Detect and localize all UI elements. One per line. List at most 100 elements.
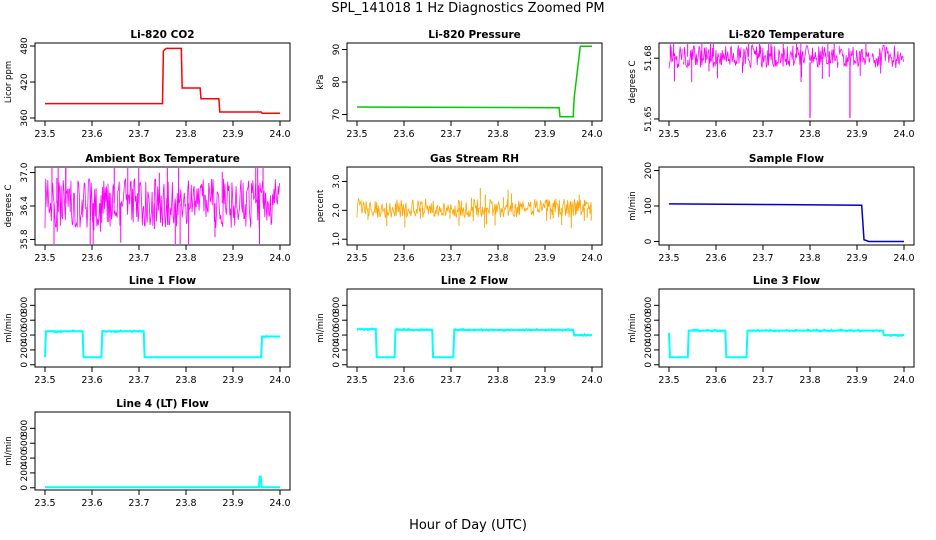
panel-title: Sample Flow xyxy=(749,153,824,165)
x-tick-label: 23.9 xyxy=(222,129,243,140)
y-tick-label: 600 xyxy=(20,434,30,451)
series-line xyxy=(45,47,280,114)
x-tick-label: 24.0 xyxy=(581,129,602,140)
y-tick-label: 51.65 xyxy=(644,106,654,132)
series-noise xyxy=(747,328,883,333)
x-tick-label: 24.0 xyxy=(269,253,290,264)
x-tick-label: 23.7 xyxy=(128,129,149,140)
series-line xyxy=(356,45,592,118)
panel-6: Sample Flow 23.5 23.6 23.7 23.8 23.9 24.0 0 100 2… xyxy=(628,153,915,264)
panel-title: Line 3 Flow xyxy=(753,275,820,287)
panel-title: Gas Stream RH xyxy=(430,153,519,165)
y-axis-label: degrees C xyxy=(4,185,14,228)
x-tick-label: 23.8 xyxy=(175,129,196,140)
x-tick-label: 23.9 xyxy=(534,253,555,264)
x-tick-label: 24.0 xyxy=(269,375,290,386)
figure-title: SPL_141018 1 Hz Diagnostics Zoomed PM xyxy=(331,1,605,16)
plot-frame xyxy=(34,288,291,368)
plot-frame xyxy=(346,166,603,246)
x-tick-label: 23.7 xyxy=(128,253,149,264)
panel-title: Line 2 Flow xyxy=(441,275,508,287)
series-noise xyxy=(883,333,904,338)
plot-frame xyxy=(658,166,915,246)
series-line xyxy=(668,329,904,359)
y-tick-label: 600 xyxy=(20,311,30,328)
x-tick-label: 23.9 xyxy=(222,253,243,264)
plot-area xyxy=(668,328,904,359)
x-tick-label: 23.8 xyxy=(799,129,820,140)
y-tick-label: 0 xyxy=(20,485,30,491)
panel-4: Ambient Box Temperature 23.5 23.6 23.7 23.8 2… xyxy=(4,153,291,264)
plot-frame xyxy=(34,411,291,491)
x-tick-label: 23.6 xyxy=(393,129,414,140)
x-tick-label: 23.7 xyxy=(128,498,149,509)
x-tick-label: 23.9 xyxy=(846,253,867,264)
x-tick-label: 23.5 xyxy=(658,129,679,140)
panel-2: Li-820 Pressure 23.5 23.6 23.7 23.8 23.9 24.0 7… xyxy=(316,29,603,140)
y-tick-label: 200 xyxy=(644,341,654,358)
x-tick-label: 23.8 xyxy=(487,253,508,264)
x-tick-label: 23.6 xyxy=(81,253,102,264)
y-tick-label: 80 xyxy=(332,76,342,88)
y-tick-label: 36.4 xyxy=(20,196,30,216)
y-tick-label: 2.0 xyxy=(332,203,342,218)
y-tick-label: 200 xyxy=(20,464,30,481)
series-line xyxy=(357,328,592,359)
x-tick-label: 23.5 xyxy=(346,129,367,140)
series-noise xyxy=(356,327,376,332)
x-tick-label: 23.9 xyxy=(846,375,867,386)
panel-7: Line 1 Flow 23.5 23.6 23.7 23.8 23.9 24.0 0 2004… xyxy=(4,275,291,386)
series-line xyxy=(44,330,280,359)
y-tick-label: 200 xyxy=(20,341,30,358)
x-tick-label: 23.5 xyxy=(34,498,55,509)
y-tick-label: 360 xyxy=(20,109,30,126)
x-tick-label: 23.6 xyxy=(705,375,726,386)
x-tick-label: 24.0 xyxy=(893,129,914,140)
x-tick-label: 24.0 xyxy=(893,375,914,386)
x-tick-label: 23.7 xyxy=(440,375,461,386)
plot-area xyxy=(356,327,592,359)
x-tick-label: 23.9 xyxy=(534,375,555,386)
plot-area xyxy=(356,45,592,118)
x-tick-label: 23.8 xyxy=(175,375,196,386)
series-noise xyxy=(102,328,144,334)
plot-area xyxy=(356,187,592,229)
x-tick-label: 24.0 xyxy=(269,129,290,140)
y-tick-label: 400 xyxy=(644,326,654,343)
y-axis-label: ml/min xyxy=(316,313,326,343)
y-tick-label: 600 xyxy=(332,311,342,328)
panel-5: Gas Stream RH 23.5 23.6 23.7 23.8 23.9 24.0 1.0… xyxy=(316,153,603,264)
panel-10: Line 4 (LT) Flow 23.5 23.6 23.7 23.8 23.9 24.0… xyxy=(4,398,291,509)
y-tick-label: 400 xyxy=(20,326,30,343)
plot-frame xyxy=(346,42,603,122)
series-noise xyxy=(395,327,432,332)
x-tick-label: 23.7 xyxy=(752,375,773,386)
x-tick-label: 23.8 xyxy=(175,498,196,509)
x-tick-label: 23.7 xyxy=(752,253,773,264)
panel-title: Ambient Box Temperature xyxy=(85,153,240,165)
y-tick-label: 70 xyxy=(332,109,342,121)
y-tick-label: 800 xyxy=(644,296,654,313)
y-axis-label: ml/min xyxy=(4,313,14,343)
y-axis-label: degrees C xyxy=(628,61,638,104)
y-axis-label: ml/min xyxy=(628,191,638,221)
y-tick-label: 0 xyxy=(20,362,30,368)
x-tick-label: 23.5 xyxy=(34,253,55,264)
y-tick-label: 100 xyxy=(644,197,654,214)
series-noise xyxy=(44,177,280,229)
plot-area xyxy=(45,47,280,114)
x-tick-label: 23.8 xyxy=(487,129,508,140)
series-noise xyxy=(356,197,592,219)
x-tick-label: 23.6 xyxy=(705,129,726,140)
x-tick-label: 23.5 xyxy=(658,375,679,386)
y-axis-label: percent xyxy=(316,189,326,222)
panel-title: Line 1 Flow xyxy=(129,275,196,287)
x-tick-label: 23.9 xyxy=(222,375,243,386)
y-tick-label: 800 xyxy=(20,296,30,313)
x-tick-label: 23.8 xyxy=(799,375,820,386)
x-tick-label: 23.9 xyxy=(534,129,555,140)
series-line xyxy=(668,203,904,243)
x-tick-label: 23.8 xyxy=(487,375,508,386)
panel-1: Li-820 CO2 23.5 23.6 23.7 23.8 23.9 24.0 360 420… xyxy=(4,29,291,140)
